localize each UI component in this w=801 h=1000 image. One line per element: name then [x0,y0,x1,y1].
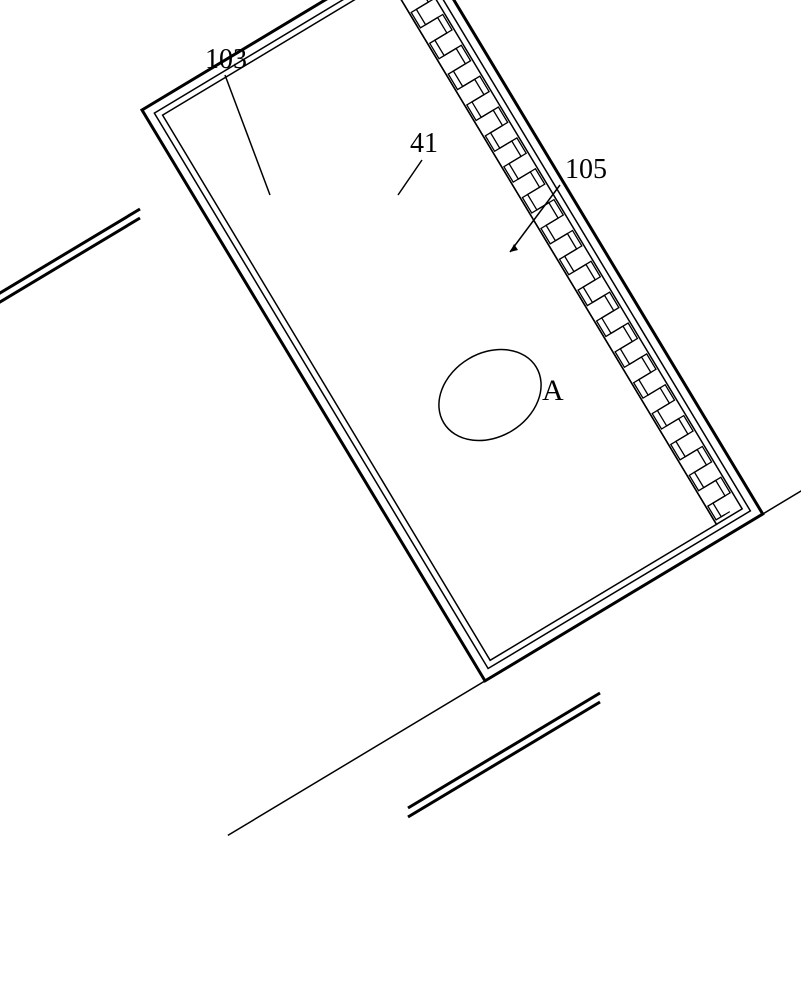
display-area [163,0,717,660]
detail-callout-circle [422,331,558,459]
label-l41: 41 [410,128,438,159]
diagram-canvas: 103 41 105 A [0,0,801,1000]
base-line [228,359,801,835]
zigzag-strip [389,0,742,524]
label-l103: 103 [205,44,247,75]
leader-l41 [398,160,422,195]
leader-l103 [225,75,270,195]
label-l105: 105 [565,154,607,185]
leader-arrow-105 [510,244,518,252]
section-cut-line [408,702,600,817]
section-cut-line [0,209,140,326]
zigzag-trace-a [393,0,734,520]
section-cut-line [0,218,140,335]
annotations: 103 41 105 A [205,44,607,459]
outer-frame-inner [154,0,750,669]
panel-assembly [120,0,762,681]
label-A: A [542,374,564,407]
zigzag-trace-b [398,0,739,517]
